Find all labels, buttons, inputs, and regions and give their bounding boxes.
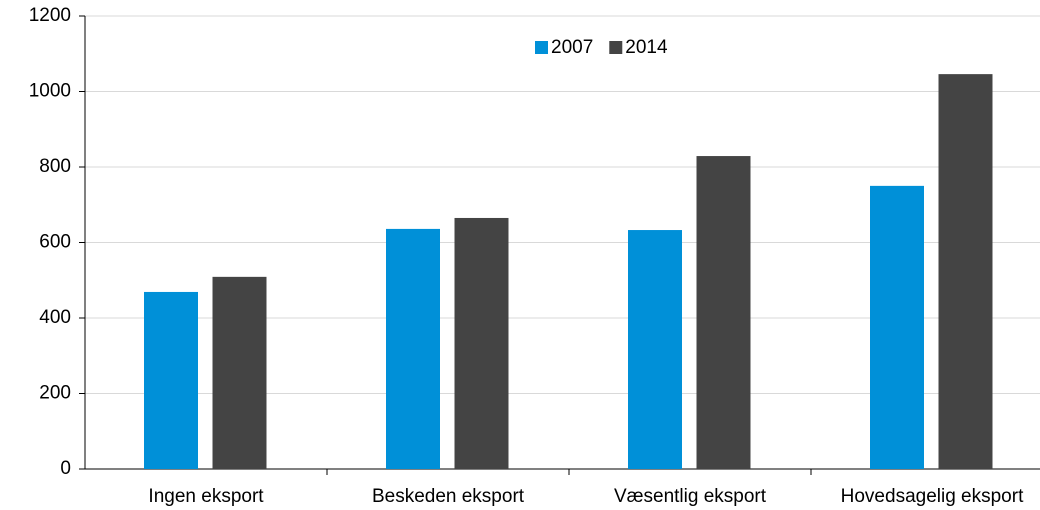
bar xyxy=(628,230,682,469)
bar xyxy=(938,74,993,469)
x-tick-label: Beskeden eksport xyxy=(372,486,525,507)
bar xyxy=(696,156,751,470)
y-tick-label: 800 xyxy=(39,156,71,177)
y-tick-label: 0 xyxy=(60,458,71,479)
y-tick-label: 200 xyxy=(39,383,71,404)
bar xyxy=(454,217,509,469)
legend-swatch xyxy=(535,41,548,54)
y-tick-label: 1200 xyxy=(29,5,71,26)
y-tick-label: 1000 xyxy=(29,81,71,102)
x-tick-label: Hovedsagelig eksport xyxy=(841,486,1024,507)
legend-label: 2007 xyxy=(551,37,593,58)
y-tick-label: 600 xyxy=(39,232,71,253)
y-tick-label: 400 xyxy=(39,307,71,328)
bar xyxy=(144,291,198,469)
bar xyxy=(386,228,440,469)
legend-label: 2014 xyxy=(625,37,668,58)
x-tick-label: Væsentlig eksport xyxy=(614,486,767,507)
legend-swatch xyxy=(609,41,623,54)
x-tick-label: Ingen eksport xyxy=(148,486,264,507)
bar xyxy=(212,276,267,469)
bar xyxy=(870,185,924,469)
